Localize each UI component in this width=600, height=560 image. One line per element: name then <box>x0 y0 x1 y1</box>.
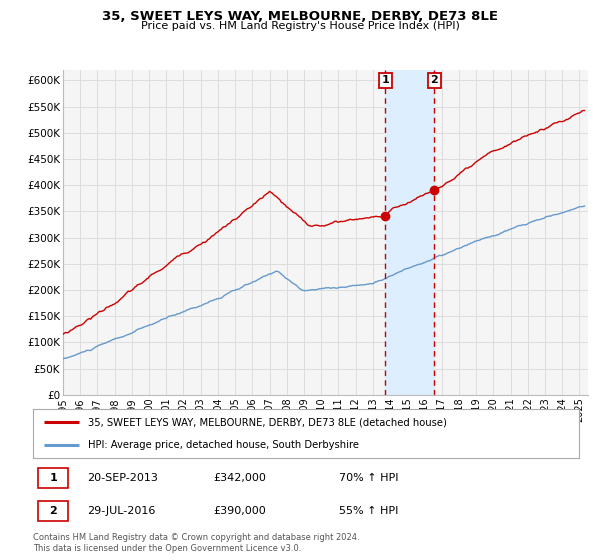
Text: 1: 1 <box>382 76 389 86</box>
Text: 55% ↑ HPI: 55% ↑ HPI <box>339 506 398 516</box>
Text: £342,000: £342,000 <box>213 473 266 483</box>
FancyBboxPatch shape <box>38 468 68 488</box>
Text: 35, SWEET LEYS WAY, MELBOURNE, DERBY, DE73 8LE (detached house): 35, SWEET LEYS WAY, MELBOURNE, DERBY, DE… <box>88 417 446 427</box>
Text: 1: 1 <box>50 473 58 483</box>
Text: 20-SEP-2013: 20-SEP-2013 <box>88 473 158 483</box>
Bar <box>385 70 434 395</box>
Text: HPI: Average price, detached house, South Derbyshire: HPI: Average price, detached house, Sout… <box>88 440 359 450</box>
Text: 35, SWEET LEYS WAY, MELBOURNE, DERBY, DE73 8LE: 35, SWEET LEYS WAY, MELBOURNE, DERBY, DE… <box>102 10 498 23</box>
Text: £390,000: £390,000 <box>213 506 266 516</box>
Text: 29-JUL-2016: 29-JUL-2016 <box>88 506 156 516</box>
Text: 2: 2 <box>50 506 58 516</box>
Text: Price paid vs. HM Land Registry's House Price Index (HPI): Price paid vs. HM Land Registry's House … <box>140 21 460 31</box>
FancyBboxPatch shape <box>38 501 68 521</box>
Text: 2: 2 <box>431 76 439 86</box>
Text: 70% ↑ HPI: 70% ↑ HPI <box>339 473 398 483</box>
Text: Contains HM Land Registry data © Crown copyright and database right 2024.
This d: Contains HM Land Registry data © Crown c… <box>33 533 359 553</box>
